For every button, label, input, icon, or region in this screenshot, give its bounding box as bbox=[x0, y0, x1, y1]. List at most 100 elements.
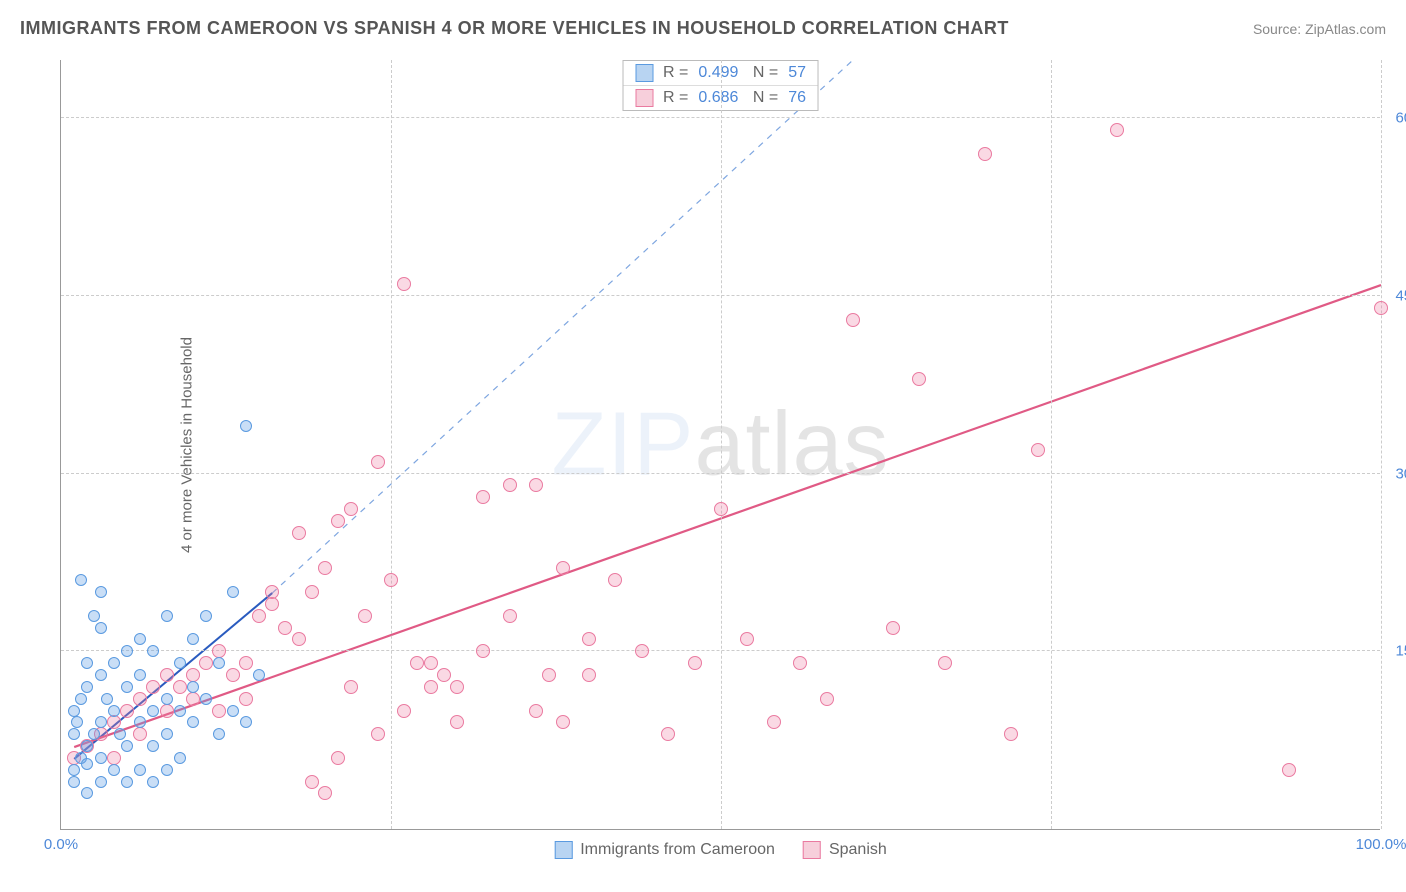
data-point-b bbox=[186, 692, 200, 706]
data-point-b bbox=[1031, 443, 1045, 457]
data-point-b bbox=[371, 727, 385, 741]
data-point-a bbox=[187, 716, 199, 728]
data-point-a bbox=[213, 657, 225, 669]
r-value-b: 0.686 bbox=[698, 89, 738, 107]
data-point-a bbox=[161, 764, 173, 776]
data-point-b bbox=[912, 372, 926, 386]
data-point-a bbox=[108, 657, 120, 669]
data-point-b bbox=[1110, 123, 1124, 137]
data-point-b bbox=[305, 775, 319, 789]
data-point-b bbox=[450, 715, 464, 729]
data-point-b bbox=[529, 478, 543, 492]
data-point-b bbox=[767, 715, 781, 729]
legend-item-b: Spanish bbox=[803, 841, 887, 859]
data-point-b bbox=[133, 692, 147, 706]
legend: Immigrants from Cameroon Spanish bbox=[554, 841, 887, 859]
gridline-v bbox=[1051, 60, 1052, 829]
data-point-b bbox=[173, 680, 187, 694]
data-point-a bbox=[121, 740, 133, 752]
data-point-a bbox=[161, 693, 173, 705]
n-value-b: 76 bbox=[788, 89, 806, 107]
data-point-a bbox=[121, 645, 133, 657]
source-label: Source: ZipAtlas.com bbox=[1253, 21, 1386, 37]
data-point-a bbox=[240, 716, 252, 728]
data-point-a bbox=[95, 586, 107, 598]
data-point-a bbox=[95, 669, 107, 681]
data-point-a bbox=[101, 693, 113, 705]
data-point-b bbox=[503, 478, 517, 492]
legend-label-b: Spanish bbox=[829, 841, 887, 859]
data-point-b bbox=[344, 680, 358, 694]
swatch-b bbox=[635, 89, 653, 107]
data-point-a bbox=[174, 705, 186, 717]
data-point-b bbox=[503, 609, 517, 623]
data-point-b bbox=[344, 502, 358, 516]
data-point-a bbox=[147, 776, 159, 788]
data-point-a bbox=[114, 728, 126, 740]
gridline-v bbox=[391, 60, 392, 829]
data-point-b bbox=[252, 609, 266, 623]
swatch-b-icon bbox=[803, 841, 821, 859]
data-point-b bbox=[397, 277, 411, 291]
data-point-b bbox=[226, 668, 240, 682]
scatter-plot: 4 or more Vehicles in Household ZIPatlas… bbox=[60, 60, 1380, 830]
data-point-a bbox=[147, 645, 159, 657]
y-tick-label: 60.0% bbox=[1395, 110, 1406, 127]
data-point-a bbox=[121, 776, 133, 788]
data-point-a bbox=[68, 705, 80, 717]
data-point-a bbox=[174, 752, 186, 764]
legend-label-a: Immigrants from Cameroon bbox=[580, 841, 775, 859]
data-point-a bbox=[161, 610, 173, 622]
x-tick-label: 100.0% bbox=[1356, 836, 1406, 853]
data-point-a bbox=[95, 776, 107, 788]
y-tick-label: 30.0% bbox=[1395, 465, 1406, 482]
data-point-b bbox=[635, 644, 649, 658]
data-point-b bbox=[358, 609, 372, 623]
data-point-b bbox=[978, 147, 992, 161]
r-value-a: 0.499 bbox=[698, 64, 738, 82]
data-point-a bbox=[227, 586, 239, 598]
data-point-a bbox=[253, 669, 265, 681]
data-point-a bbox=[200, 693, 212, 705]
data-point-b bbox=[793, 656, 807, 670]
data-point-b bbox=[133, 727, 147, 741]
data-point-b bbox=[278, 621, 292, 635]
data-point-b bbox=[556, 561, 570, 575]
data-point-b bbox=[938, 656, 952, 670]
data-point-b bbox=[120, 704, 134, 718]
data-point-b bbox=[424, 656, 438, 670]
data-point-b bbox=[1374, 301, 1388, 315]
legend-item-a: Immigrants from Cameroon bbox=[554, 841, 775, 859]
data-point-b bbox=[542, 668, 556, 682]
data-point-b bbox=[239, 656, 253, 670]
data-point-b bbox=[331, 514, 345, 528]
data-point-b bbox=[1282, 763, 1296, 777]
data-point-b bbox=[318, 561, 332, 575]
data-point-b bbox=[424, 680, 438, 694]
data-point-a bbox=[81, 657, 93, 669]
data-point-b bbox=[886, 621, 900, 635]
data-point-a bbox=[75, 693, 87, 705]
data-point-b bbox=[410, 656, 424, 670]
data-point-a bbox=[134, 669, 146, 681]
data-point-a bbox=[134, 633, 146, 645]
data-point-b bbox=[199, 656, 213, 670]
gridline-v bbox=[721, 60, 722, 829]
n-value-a: 57 bbox=[788, 64, 806, 82]
data-point-a bbox=[81, 758, 93, 770]
data-point-b bbox=[212, 704, 226, 718]
data-point-b bbox=[146, 680, 160, 694]
data-point-a bbox=[213, 728, 225, 740]
data-point-b bbox=[1004, 727, 1018, 741]
data-point-a bbox=[134, 716, 146, 728]
data-point-a bbox=[147, 705, 159, 717]
data-point-a bbox=[134, 764, 146, 776]
data-point-a bbox=[121, 681, 133, 693]
data-point-a bbox=[95, 716, 107, 728]
gridline-v bbox=[1381, 60, 1382, 829]
data-point-a bbox=[95, 752, 107, 764]
data-point-b bbox=[476, 490, 490, 504]
data-point-a bbox=[88, 610, 100, 622]
data-point-b bbox=[437, 668, 451, 682]
data-point-b bbox=[608, 573, 622, 587]
